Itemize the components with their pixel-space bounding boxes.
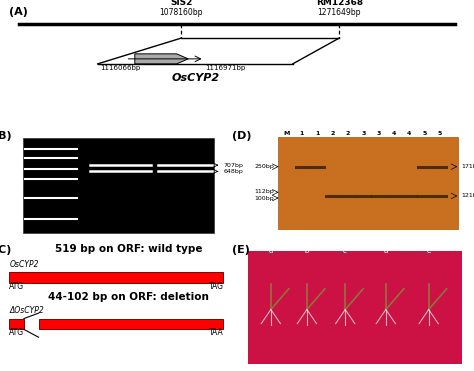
Text: 1: 1 [315,131,319,136]
Text: 1116971bp: 1116971bp [205,65,246,71]
Text: 707bp: 707bp [223,162,243,168]
Text: d: d [383,246,388,255]
Text: 250bp: 250bp [255,164,274,169]
Text: (E): (E) [232,244,250,255]
Text: TAG: TAG [209,282,223,291]
Text: c: c [343,246,347,255]
Text: B: B [187,128,192,137]
Text: 3: 3 [361,131,365,136]
Text: 100bp: 100bp [255,196,274,201]
Text: 121bp: 121bp [461,193,474,198]
Text: (A): (A) [9,7,28,17]
Text: a: a [268,246,273,255]
Bar [38,319,223,329]
FancyArrow shape [135,54,188,64]
Text: ATG: ATG [9,328,24,337]
Text: 4: 4 [407,131,411,136]
Text: M: M [283,131,290,136]
Text: TAA: TAA [209,328,223,337]
Text: (C): (C) [0,244,12,255]
Bar [9,319,24,329]
Text: b: b [304,246,310,255]
Text: MW: MW [42,128,57,137]
Text: 3: 3 [376,131,381,136]
Text: OsCYP2: OsCYP2 [171,73,219,83]
Bar [278,137,458,229]
Text: 1078160bp: 1078160bp [160,8,203,17]
Text: 44-102 bp on ORF: deletion: 44-102 bp on ORF: deletion [48,292,209,302]
Bar [9,272,223,283]
Bar [23,138,214,233]
Text: 1271649bp: 1271649bp [318,8,361,17]
Text: 5: 5 [422,131,427,136]
Text: ΔOsCYP2: ΔOsCYP2 [9,306,44,315]
Text: A: A [119,128,125,137]
Text: 2: 2 [330,131,335,136]
Text: 4: 4 [392,131,396,136]
Text: e: e [426,246,431,255]
Text: 171bp: 171bp [461,164,474,169]
Text: 5: 5 [438,131,442,136]
Text: 2: 2 [346,131,350,136]
Text: 1116066bp: 1116066bp [100,65,140,71]
Text: (B): (B) [0,131,12,141]
Text: ATG: ATG [9,282,24,291]
Text: (D): (D) [232,131,252,141]
Text: RM12368: RM12368 [316,0,363,7]
Text: OsCYP2: OsCYP2 [9,260,39,269]
Text: 1: 1 [300,131,304,136]
Text: 648bp: 648bp [223,169,243,174]
Text: SiS2: SiS2 [170,0,192,7]
Text: 519 bp on ORF: wild type: 519 bp on ORF: wild type [55,244,202,254]
Text: 112bp: 112bp [255,189,274,194]
